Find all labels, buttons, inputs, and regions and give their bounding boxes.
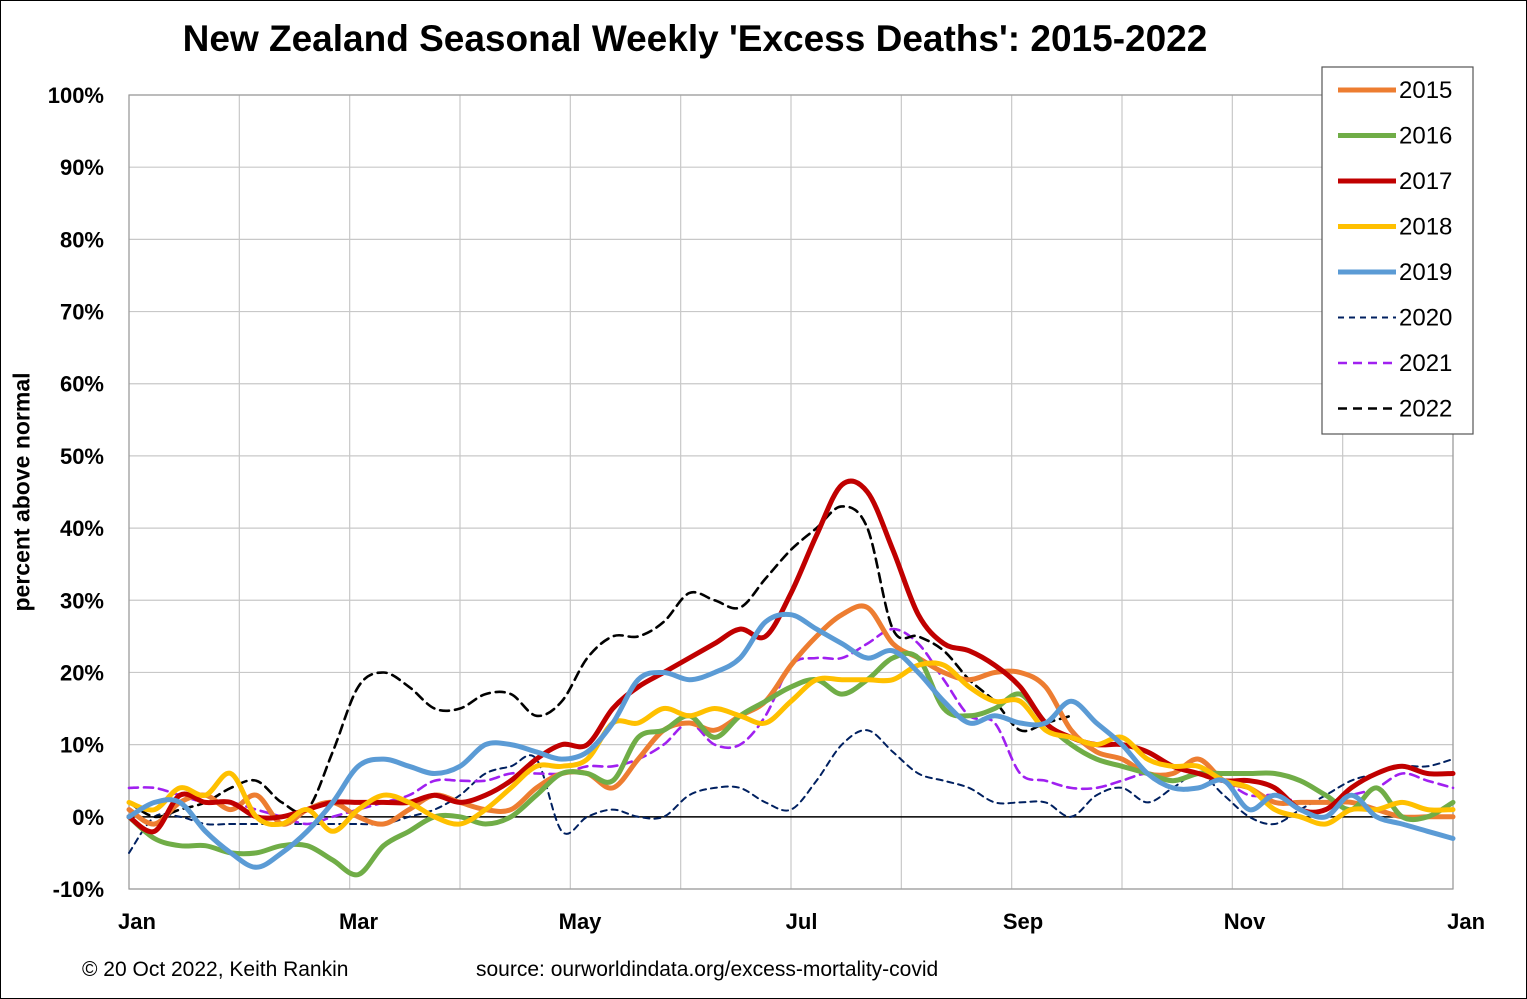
x-tick-label: Nov bbox=[1224, 909, 1266, 934]
legend-label-2017: 2017 bbox=[1399, 168, 1452, 195]
series-line-2019 bbox=[126, 611, 1456, 870]
legend-label-2022: 2022 bbox=[1399, 396, 1452, 423]
y-tick-label: 20% bbox=[60, 660, 104, 685]
series-line-2022 bbox=[127, 505, 1073, 819]
y-tick-label: 10% bbox=[60, 733, 104, 758]
legend-label-2015: 2015 bbox=[1399, 77, 1452, 104]
y-tick-label: 90% bbox=[60, 155, 104, 180]
plot-border bbox=[128, 94, 1454, 890]
copyright-note: © 20 Oct 2022, Keith Rankin bbox=[82, 958, 349, 981]
x-tick-label: Sep bbox=[1003, 909, 1043, 934]
x-tick-label: May bbox=[559, 909, 603, 934]
y-tick-label: 0% bbox=[72, 805, 104, 830]
x-tick-label: Jul bbox=[786, 909, 818, 934]
y-tick-label: 70% bbox=[60, 300, 104, 325]
legend-label-2016: 2016 bbox=[1399, 123, 1452, 150]
x-tick-label: Jan bbox=[1447, 909, 1485, 934]
series-line-2018 bbox=[126, 660, 1456, 834]
y-tick-label: 100% bbox=[48, 83, 104, 108]
legend-label-2020: 2020 bbox=[1399, 305, 1452, 332]
legend-label-2019: 2019 bbox=[1399, 259, 1452, 286]
legend-label-2021: 2021 bbox=[1399, 350, 1452, 377]
y-tick-label: -10% bbox=[53, 877, 104, 902]
y-tick-label: 30% bbox=[60, 588, 104, 613]
series-line-2016 bbox=[126, 650, 1456, 878]
y-tick-label: 40% bbox=[60, 516, 104, 541]
legend-label-2018: 2018 bbox=[1399, 214, 1452, 241]
y-tick-label: 60% bbox=[60, 372, 104, 397]
series-line-2020 bbox=[128, 729, 1454, 854]
y-tick-label: 50% bbox=[60, 444, 104, 469]
chart-title: New Zealand Seasonal Weekly 'Excess Deat… bbox=[182, 18, 1208, 59]
x-tick-label: Jan bbox=[118, 909, 156, 934]
x-tick-label: Mar bbox=[339, 909, 379, 934]
legend-box bbox=[1321, 66, 1474, 435]
y-tick-label: 80% bbox=[60, 227, 104, 252]
source-note: source: ourworldindata.org/excess-mortal… bbox=[476, 958, 939, 981]
